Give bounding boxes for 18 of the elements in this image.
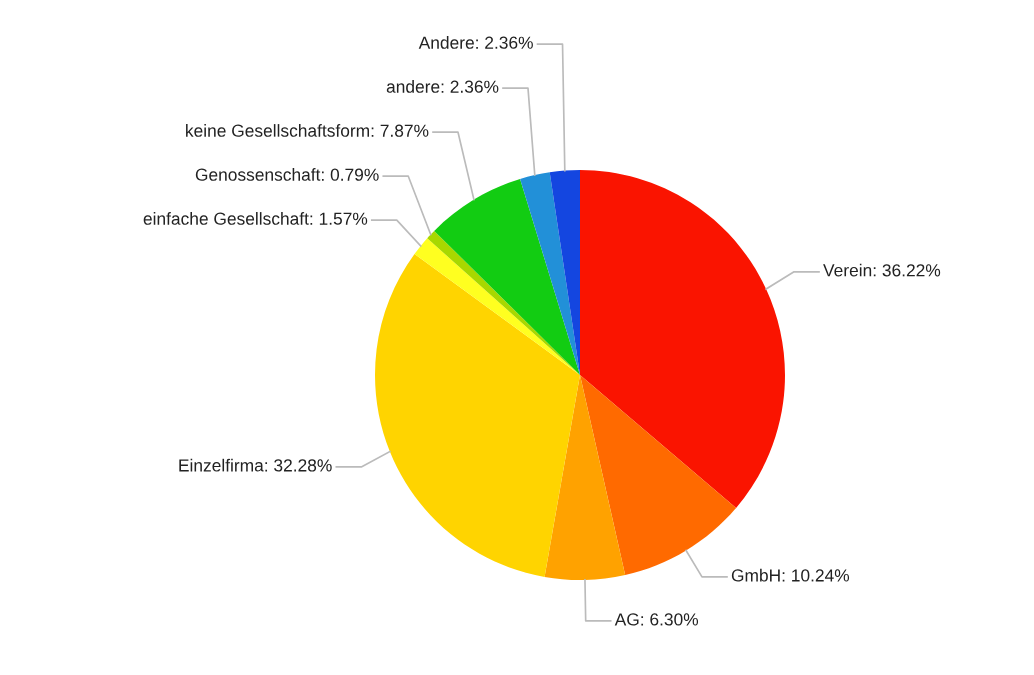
data-label: : 10.24% — [782, 569, 850, 582]
data-label: : 2.36% — [476, 36, 533, 49]
data-label: : 32.28% — [265, 459, 332, 472]
slice-label: GmbH — [731, 568, 780, 582]
data-label: : 6.30% — [641, 613, 699, 626]
data-label: : 0.79% — [322, 168, 379, 181]
data-label: : 7.87% — [371, 124, 429, 137]
data-label: : 1.57% — [310, 212, 368, 225]
slice-label: andere — [386, 80, 440, 93]
data-label: : 36.22% — [873, 264, 941, 277]
slice-label: Genossenschaft — [195, 168, 321, 181]
slice-label: Verein — [823, 263, 872, 277]
slice-label: einfache Gesellschaft — [143, 212, 309, 225]
slice-label: Einzelfirma — [179, 458, 264, 472]
slice-label: keine Gesellschaftsform — [186, 124, 370, 137]
data-label: : 2.36% — [441, 80, 499, 93]
slice-label: AG — [614, 613, 639, 626]
slice-label: Andere — [418, 36, 474, 49]
